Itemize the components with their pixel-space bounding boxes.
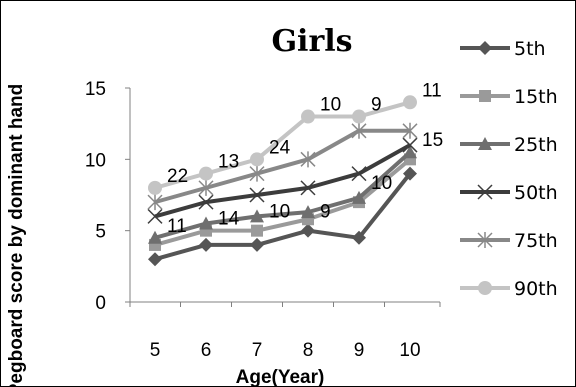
series-25th: [148, 145, 417, 244]
data-point-x: [249, 187, 265, 203]
series-90th: [148, 95, 417, 195]
data-annotation: 9: [320, 202, 331, 223]
series-line: [154, 100, 411, 190]
data-point-circle: [250, 152, 264, 167]
annotation-layer: 22 13 24 10 9 11 15 11 14 10 9 10: [167, 80, 443, 237]
data-point-circle: [478, 281, 492, 295]
data-point-diamond: [199, 237, 213, 252]
chart-title: Girls: [271, 24, 352, 59]
data-annotation: 13: [218, 152, 239, 173]
data-point-star: [300, 151, 316, 168]
data-point-square: [479, 90, 491, 102]
data-annotation: 15: [422, 130, 443, 151]
x-tick-label: 7: [252, 340, 263, 361]
data-point-circle: [352, 109, 366, 124]
data-annotation: 11: [167, 216, 187, 237]
series-layer: [147, 95, 418, 267]
data-point-circle: [148, 180, 162, 195]
data-point-triangle: [478, 137, 492, 150]
series-line: [154, 172, 412, 262]
series-line: [154, 128, 410, 205]
data-annotation: 11: [422, 80, 442, 101]
data-point-x: [147, 208, 163, 224]
data-point-star: [249, 165, 265, 182]
data-point-triangle: [403, 145, 417, 159]
legend-item-15th: 15th: [460, 86, 558, 108]
axes: 0 5 10 15 5 6 7 8 9 10: [85, 79, 441, 361]
data-annotation: 10: [320, 95, 341, 116]
data-point-star: [351, 122, 367, 139]
data-point-circle: [301, 109, 315, 124]
data-annotation: 14: [218, 209, 240, 230]
y-tick-label: 0: [95, 293, 106, 314]
data-point-triangle: [148, 230, 162, 244]
data-point-triangle: [301, 205, 315, 219]
data-annotation: 24: [269, 137, 291, 158]
data-point-x: [198, 194, 214, 210]
x-axis-label: Age(Year): [236, 367, 325, 387]
data-point-diamond: [301, 223, 315, 238]
data-point-star: [147, 194, 163, 211]
x-tick-label: 6: [201, 340, 212, 361]
data-point-diamond: [148, 252, 162, 267]
data-point-square: [251, 224, 263, 237]
data-point-star: [477, 232, 493, 248]
data-point-diamond: [478, 41, 492, 55]
legend-label: 5th: [514, 38, 546, 60]
data-point-x: [477, 184, 493, 200]
data-point-triangle: [352, 190, 366, 204]
data-point-x: [300, 180, 316, 196]
data-point-triangle: [199, 216, 213, 230]
x-tick-label: 10: [399, 340, 420, 361]
legend-item-90th: 90th: [460, 278, 558, 300]
legend-item-75th: 75th: [460, 230, 558, 252]
legend-label: 90th: [514, 278, 558, 300]
data-point-diamond: [403, 166, 417, 181]
legend-label: 75th: [514, 230, 558, 252]
data-point-circle: [403, 95, 417, 110]
legend-label: 25th: [514, 134, 558, 156]
legend-item-5th: 5th: [460, 38, 546, 60]
legend-item-25th: 25th: [460, 134, 558, 156]
data-point-x: [402, 137, 418, 153]
series-50th: [147, 137, 418, 224]
data-point-circle: [199, 166, 213, 181]
x-tick-label: 9: [354, 340, 365, 361]
data-point-star: [402, 122, 418, 139]
series-5th: [148, 166, 417, 267]
data-point-diamond: [352, 230, 366, 245]
legend-item-50th: 50th: [460, 182, 558, 204]
y-axis-label: Pegboard score by dominant hand: [6, 84, 27, 387]
legend: 5th 15th 25th 50th 75th 90th: [460, 38, 558, 300]
y-tick-label: 10: [85, 150, 106, 171]
data-point-star: [198, 179, 214, 196]
series-75th: [147, 122, 418, 211]
y-tick-label: 5: [95, 222, 106, 243]
data-annotation: 9: [371, 95, 382, 116]
x-tick-label: 5: [150, 340, 161, 361]
data-point-triangle: [250, 209, 264, 223]
data-point-diamond: [250, 237, 264, 252]
series-line: [154, 157, 412, 247]
data-point-x: [351, 166, 367, 182]
legend-label: 50th: [514, 182, 558, 204]
y-tick-label: 15: [85, 79, 106, 100]
legend-label: 15th: [514, 86, 558, 108]
x-tick-label: 8: [303, 340, 314, 361]
series-line: [154, 143, 411, 219]
series-line: [154, 150, 412, 240]
data-annotation: 22: [167, 166, 188, 187]
data-annotation: 10: [269, 202, 290, 223]
data-annotation: 10: [371, 173, 392, 194]
